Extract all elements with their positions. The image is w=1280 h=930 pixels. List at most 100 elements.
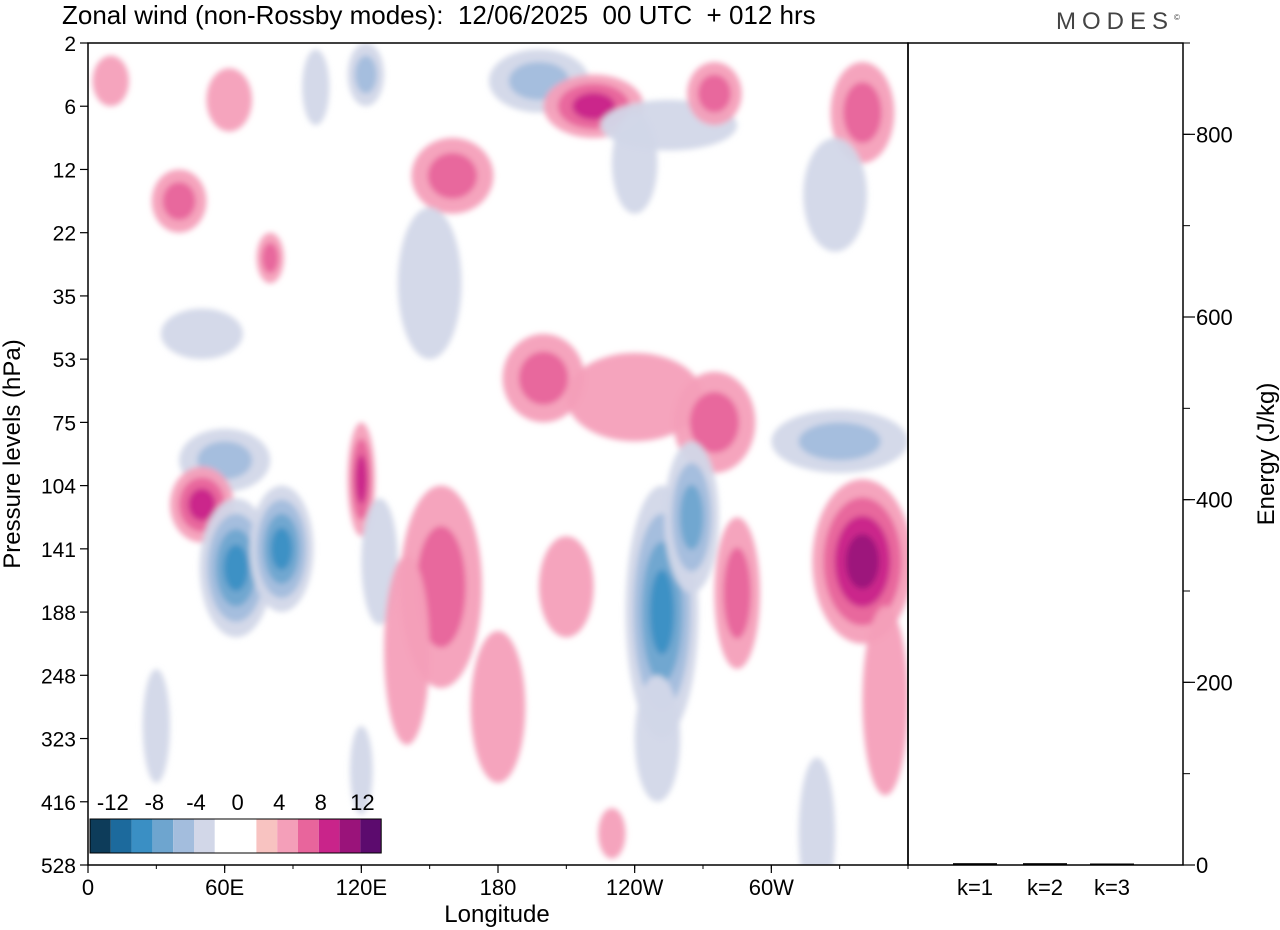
longitude-axis: 0 60E 120E 180 120W 60W: [82, 865, 909, 900]
legend-label: -12: [97, 790, 129, 815]
wind-contour-22-3: [223, 544, 249, 591]
energy-axis-label: Energy (J/kg): [1253, 383, 1280, 526]
legend-swatch: [256, 819, 278, 853]
energy-category-label: k=1: [957, 875, 993, 900]
energy-tick-label: 200: [1196, 670, 1233, 695]
wind-contour-33-3: [845, 534, 880, 589]
legend-swatch: [194, 819, 215, 853]
legend-swatch: [152, 819, 174, 853]
y-tick-label: 104: [41, 476, 76, 499]
x-axis-label: Longitude: [444, 901, 549, 928]
x-tick-label: 60W: [749, 875, 794, 900]
wind-contour-17-0: [566, 352, 704, 442]
wind-contour-15-1: [262, 242, 279, 274]
y-tick-label: 35: [53, 286, 76, 309]
wind-contour-12-0: [803, 137, 867, 252]
y-tick-label: 22: [53, 223, 76, 246]
wind-contour-2-0: [206, 68, 253, 132]
color-legend: -12 -8 -4 0 4 8 12: [89, 790, 382, 854]
wind-contour-35-0: [142, 668, 170, 783]
y-tick-label: 6: [64, 96, 76, 119]
x-tick-label: 120W: [606, 875, 664, 900]
pressure-axis: 2 6 12 22 35 53 75 104 141 188 248 323 416 528: [41, 33, 88, 878]
legend-swatch: [298, 819, 319, 853]
wind-contour-1-1: [162, 182, 196, 221]
energy-category-label: k=3: [1094, 875, 1130, 900]
wind-contour-13-0: [397, 207, 462, 360]
y-tick-label: 2: [64, 33, 76, 56]
wind-contour-30-3: [649, 569, 675, 655]
legend-label: 8: [315, 790, 327, 815]
y-tick-label: 188: [41, 602, 76, 625]
legend-swatch: [318, 819, 340, 853]
wind-contour-10-1: [697, 74, 731, 113]
wind-contour-28-0: [470, 631, 526, 783]
energy-tick-label: 800: [1196, 122, 1233, 147]
wind-contour-14-0: [160, 308, 243, 360]
energy-tick-label: 400: [1196, 488, 1233, 513]
legend-swatch: [110, 819, 132, 853]
wind-contour-5-1: [427, 153, 478, 199]
legend-label: 4: [273, 790, 285, 815]
wind-contour-19-1: [798, 422, 881, 461]
heatmap-plot: [92, 43, 908, 865]
modes-logo: MODES©: [1056, 8, 1180, 36]
energy-tick-label: 0: [1196, 853, 1208, 878]
wind-contour-27-0: [384, 555, 430, 745]
wind-contour-31-2: [679, 484, 704, 550]
legend-swatch: [277, 819, 298, 853]
wind-contour-39-0: [349, 725, 373, 815]
y-tick-label: 248: [41, 665, 76, 688]
y-tick-label: 528: [41, 855, 76, 878]
y-tick-label: 323: [41, 729, 76, 752]
legend-swatch: [214, 819, 236, 853]
x-tick-label: 60E: [205, 875, 244, 900]
wind-contour-18-1: [689, 392, 739, 453]
wind-contour-37-0: [634, 675, 681, 802]
legend-label: -4: [186, 790, 206, 815]
chart-title: Zonal wind (non-Rossby modes): 12/06/202…: [62, 0, 816, 30]
wind-contour-4-1: [354, 55, 377, 94]
legend-swatch: [173, 819, 194, 853]
energy-frame: [907, 42, 1184, 866]
energy-bar-chart: k=1 k=2 k=3: [953, 863, 1134, 900]
wind-contour-36-0: [798, 757, 836, 865]
y-axis-label: Pressure levels (hPa): [0, 339, 26, 568]
wind-contour-3-0: [302, 49, 330, 126]
wind-contour-24-2: [355, 454, 368, 504]
wind-contour-7-2: [572, 92, 616, 120]
energy-category-label: k=2: [1027, 875, 1063, 900]
y-tick-label: 416: [41, 792, 76, 815]
energy-tick-label: 600: [1196, 305, 1233, 330]
legend-label: -8: [145, 790, 165, 815]
wind-contour-29-0: [539, 536, 594, 638]
energy-bar: [1090, 863, 1134, 865]
legend-border: [89, 818, 382, 854]
y-tick-label: 12: [53, 159, 76, 182]
legend-label: 12: [350, 790, 374, 815]
y-tick-label: 141: [41, 539, 76, 562]
energy-bar: [1023, 863, 1067, 865]
wind-contour-34-0: [862, 605, 908, 796]
wind-contour-26-1: [416, 526, 466, 648]
legend-swatch: [339, 819, 361, 853]
y-tick-label: 75: [53, 412, 76, 435]
wind-contour-25-0: [361, 498, 398, 625]
y-tick-label: 53: [53, 349, 76, 372]
logo-text: MODES: [1056, 8, 1175, 35]
logo-mark: ©: [1174, 13, 1180, 22]
legend-swatch: [90, 819, 111, 853]
wind-contour-11-1: [843, 82, 882, 143]
x-tick-label: 180: [480, 875, 517, 900]
x-tick-label: 120E: [336, 875, 387, 900]
energy-axis: 0 200 400 600 800: [1183, 42, 1233, 878]
wind-contour-0-0: [92, 55, 129, 107]
legend-swatch: [235, 819, 257, 853]
wind-contour-9-0: [611, 112, 658, 214]
legend-swatch: [131, 819, 153, 853]
wind-contour-38-0: [598, 808, 626, 859]
wind-contour-16-1: [518, 351, 569, 405]
wind-contour-32-1: [723, 547, 751, 639]
wind-contour-23-3: [270, 527, 293, 570]
